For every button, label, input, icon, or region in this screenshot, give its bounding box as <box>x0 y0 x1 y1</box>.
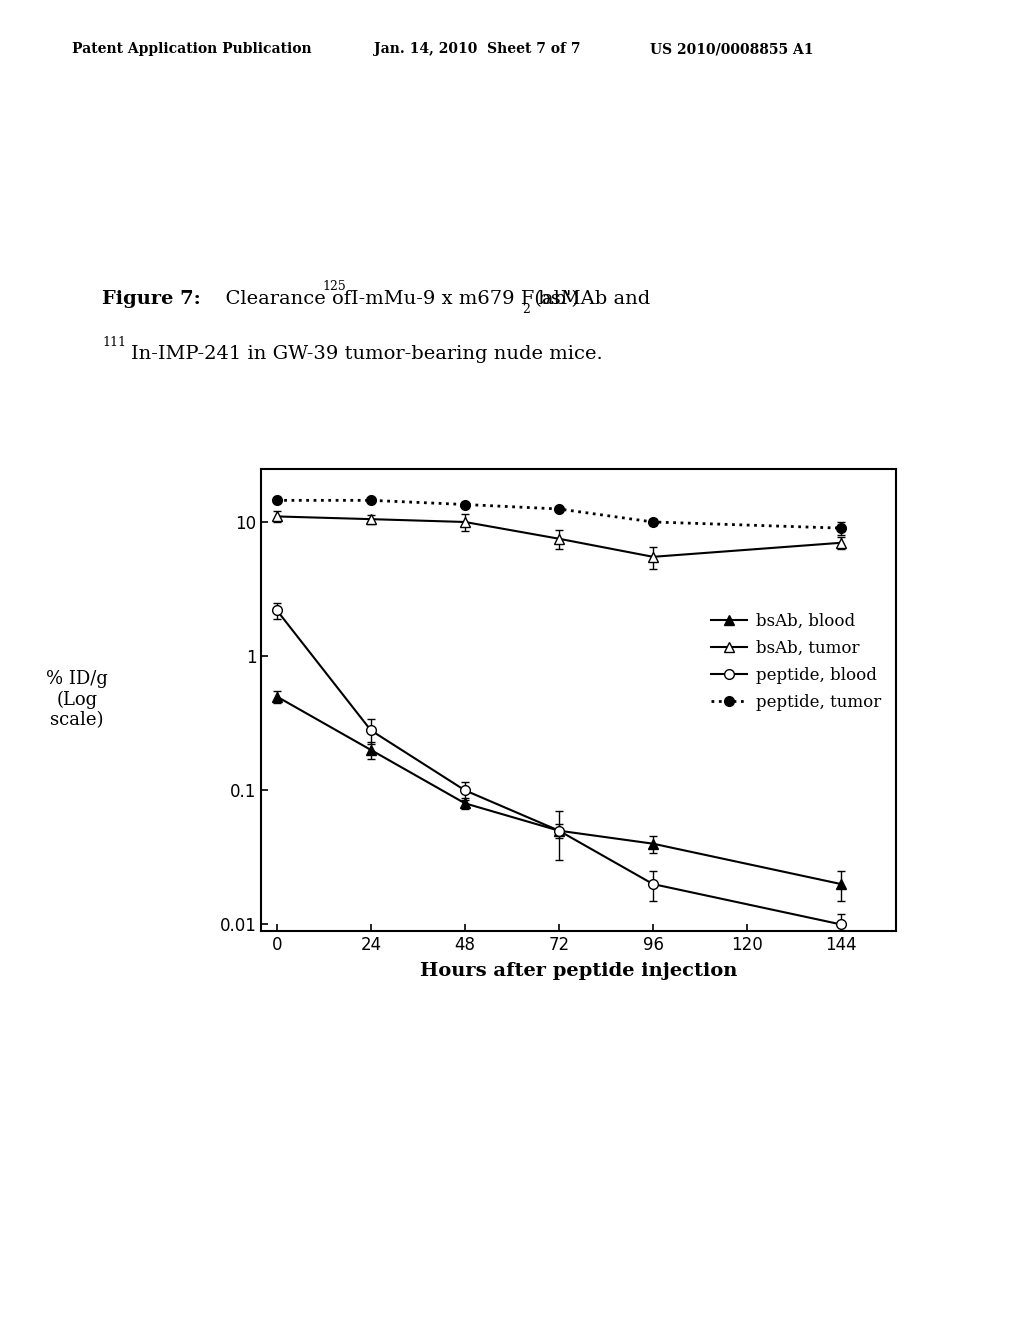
X-axis label: Hours after peptide injection: Hours after peptide injection <box>420 962 737 981</box>
Text: Patent Application Publication: Patent Application Publication <box>72 42 311 57</box>
Text: Jan. 14, 2010  Sheet 7 of 7: Jan. 14, 2010 Sheet 7 of 7 <box>374 42 581 57</box>
Text: I-mMu-9 x m679 F(ab'): I-mMu-9 x m679 F(ab') <box>351 289 580 308</box>
Text: % ID/g
(Log
scale): % ID/g (Log scale) <box>46 669 108 730</box>
Text: Figure 7:: Figure 7: <box>102 289 201 308</box>
Text: bsMAb and: bsMAb and <box>532 289 650 308</box>
Text: 111: 111 <box>102 335 126 348</box>
Text: US 2010/0008855 A1: US 2010/0008855 A1 <box>650 42 814 57</box>
Text: Clearance of: Clearance of <box>213 289 357 308</box>
Legend: bsAb, blood, bsAb, tumor, peptide, blood, peptide, tumor: bsAb, blood, bsAb, tumor, peptide, blood… <box>705 606 888 718</box>
Text: 125: 125 <box>323 280 346 293</box>
Text: 2: 2 <box>522 302 530 315</box>
Text: In-IMP-241 in GW-39 tumor-bearing nude mice.: In-IMP-241 in GW-39 tumor-bearing nude m… <box>131 345 603 363</box>
